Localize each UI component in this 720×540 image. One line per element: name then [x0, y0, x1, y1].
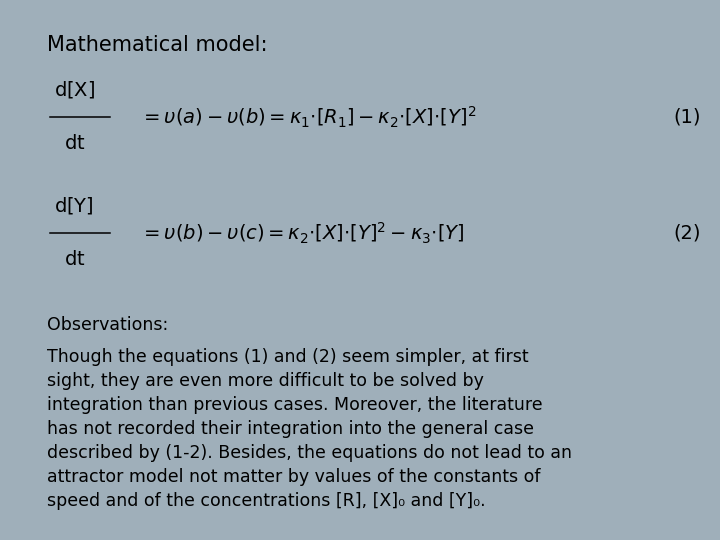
Text: Mathematical model:: Mathematical model:: [47, 35, 267, 55]
Text: Observations:: Observations:: [47, 316, 168, 334]
Text: $= \upsilon(b) - \upsilon(c) = \kappa_2{\cdot}[X]{\cdot}[Y]^2 - \kappa_3{\cdot}[: $= \upsilon(b) - \upsilon(c) = \kappa_2{…: [140, 221, 465, 246]
Text: Though the equations (1) and (2) seem simpler, at first
sight, they are even mor: Though the equations (1) and (2) seem si…: [47, 348, 572, 510]
Text: $\mathregular{d[X]}$: $\mathregular{d[X]}$: [54, 79, 95, 99]
Text: $\mathregular{dt}$: $\mathregular{dt}$: [64, 133, 86, 153]
Text: (1): (1): [673, 107, 701, 127]
Text: $= \upsilon(a) - \upsilon(b) = \kappa_1{\cdot}[R_1] - \kappa_2{\cdot}[X]{\cdot}[: $= \upsilon(a) - \upsilon(b) = \kappa_1{…: [140, 105, 477, 130]
Text: (2): (2): [673, 224, 701, 243]
Text: $\mathregular{dt}$: $\mathregular{dt}$: [64, 249, 86, 269]
Text: $\mathregular{d[Y]}$: $\mathregular{d[Y]}$: [54, 195, 94, 215]
